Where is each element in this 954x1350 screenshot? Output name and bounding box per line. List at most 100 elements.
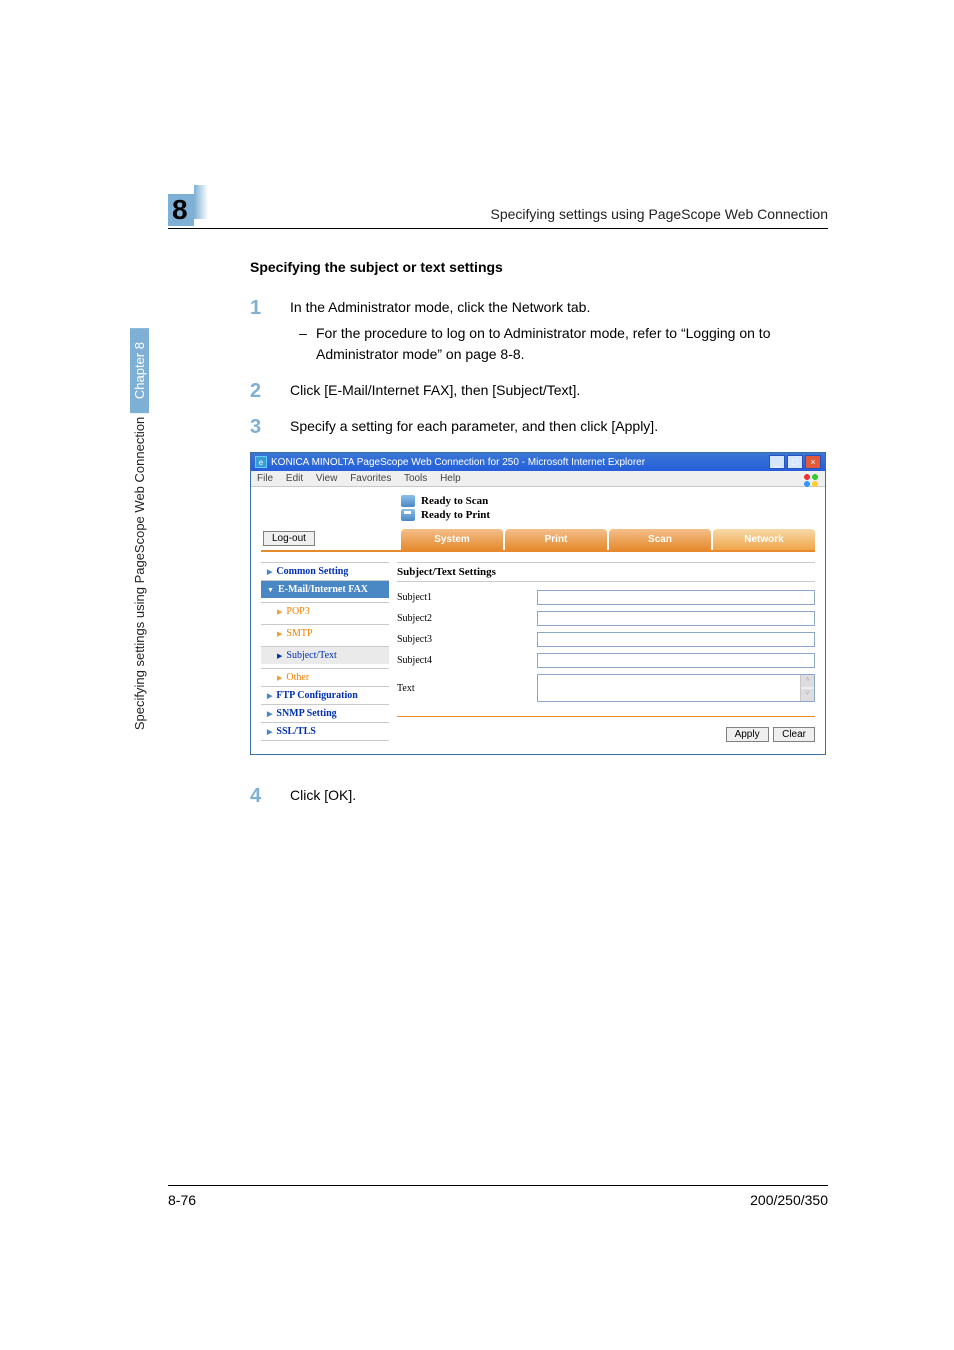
scanner-icon (401, 495, 415, 507)
pagescope-status-row: Ready to Scan Ready to Print (251, 487, 825, 529)
ie-menu-bar: File Edit View Favorites Tools Help (251, 471, 825, 487)
menu-view[interactable]: View (316, 473, 338, 484)
side-vertical: Specifying settings using PageScope Web … (132, 320, 147, 738)
step-1: 1 In the Administrator mode, click the N… (250, 297, 828, 366)
input-text[interactable]: ˄ ˅ (537, 674, 815, 702)
label-subject2: Subject2 (397, 613, 537, 624)
panel-separator (397, 716, 815, 717)
minimize-button[interactable]: _ (769, 455, 785, 469)
sidebar-item-pop3[interactable]: ▶ POP3 (261, 602, 389, 620)
maximize-button[interactable]: □ (787, 455, 803, 469)
triangle-down-icon: ▼ (267, 586, 274, 594)
scroll-up-icon[interactable]: ˄ (801, 675, 814, 687)
menu-file[interactable]: File (257, 473, 273, 484)
sidebar-label: Common Setting (276, 566, 348, 577)
apply-button[interactable]: Apply (726, 727, 769, 742)
clear-button[interactable]: Clear (773, 727, 815, 742)
scroll-down-icon[interactable]: ˅ (801, 689, 814, 701)
step-3-text: Specify a setting for each parameter, an… (290, 416, 828, 438)
sidebar-label: FTP Configuration (276, 690, 357, 701)
panel-actions: Apply Clear (397, 727, 815, 742)
side-running-text: Specifying settings using PageScope Web … (132, 417, 147, 738)
menu-favorites[interactable]: Favorites (350, 473, 391, 484)
field-subject1: Subject1 (397, 590, 815, 605)
status-text-col: Ready to Scan Ready to Print (421, 495, 490, 521)
input-subject4[interactable] (537, 653, 815, 668)
sidebar-item-smtp[interactable]: ▶SMTP (261, 624, 389, 642)
pagescope-tabs-row: Log-out System Print Scan Network (251, 529, 825, 550)
sidebar-label: POP3 (286, 606, 309, 617)
triangle-icon: ▶ (267, 692, 272, 700)
page-header: 8 Specifying settings using PageScope We… (168, 185, 828, 229)
step-2: 2 Click [E-Mail/Internet FAX], then [Sub… (250, 380, 828, 402)
ie-app-icon: e (255, 456, 267, 468)
input-subject3[interactable] (537, 632, 815, 647)
ie-titlebar: e KONICA MINOLTA PageScope Web Connectio… (251, 453, 825, 471)
logout-button[interactable]: Log-out (263, 531, 315, 546)
label-subject3: Subject3 (397, 634, 537, 645)
sidebar-item-common-setting[interactable]: ▶ Common Setting (261, 562, 389, 580)
input-subject1[interactable] (537, 590, 815, 605)
ie-content: Ready to Scan Ready to Print Log-out Sys… (251, 487, 825, 754)
tab-scan[interactable]: Scan (609, 529, 711, 550)
textarea-scrollbar[interactable]: ˄ ˅ (800, 675, 814, 701)
sidebar-item-email-internetfax[interactable]: ▼E-Mail/Internet FAX (261, 580, 389, 598)
triangle-icon: ▶ (277, 630, 282, 638)
sidebar-item-ftp[interactable]: ▶ FTP Configuration (261, 686, 389, 704)
printer-icon (401, 509, 415, 521)
triangle-icon: ▶ (267, 710, 272, 718)
triangle-icon: ▶ (277, 652, 282, 660)
menu-edit[interactable]: Edit (286, 473, 303, 484)
page-footer: 8-76 200/250/350 (168, 1185, 828, 1208)
triangle-icon: ▶ (277, 674, 282, 682)
status-scan-text: Ready to Scan (421, 495, 490, 507)
step-2-number: 2 (250, 380, 290, 402)
step-1-text: In the Administrator mode, click the Net… (290, 299, 590, 315)
menu-tools[interactable]: Tools (404, 473, 427, 484)
sidebar-item-other[interactable]: ▶Other (261, 668, 389, 686)
tab-bar: System Print Scan Network (401, 529, 815, 550)
window-controls: _ □ × (769, 455, 821, 469)
content-column: Specifying the subject or text settings … (250, 259, 828, 807)
sidebar-label: SNMP Setting (276, 708, 336, 719)
chapter-number-fade (194, 185, 208, 219)
input-subject2[interactable] (537, 611, 815, 626)
menu-help[interactable]: Help (440, 473, 461, 484)
step-1-sub-dash: – (290, 323, 316, 366)
field-subject3: Subject3 (397, 632, 815, 647)
section-heading: Specifying the subject or text settings (250, 259, 828, 275)
sidebar-item-snmp[interactable]: ▶ SNMP Setting (261, 704, 389, 722)
step-3-number: 3 (250, 416, 290, 438)
chapter-number-box: 8 (168, 185, 208, 226)
triangle-icon: ▶ (277, 608, 282, 616)
page-body: 8 Specifying settings using PageScope We… (168, 185, 828, 821)
tab-system[interactable]: System (401, 529, 503, 550)
side-chapter-pill: Chapter 8 (130, 328, 149, 413)
chapter-number: 8 (168, 194, 194, 226)
tab-network[interactable]: Network (713, 529, 815, 550)
sidebar-label: Subject/Text (286, 650, 336, 661)
sidebar-item-ssl-tls[interactable]: ▶SSL/TLS (261, 722, 389, 741)
windows-logo-icon (803, 473, 821, 487)
label-subject1: Subject1 (397, 592, 537, 603)
field-text: Text ˄ ˅ (397, 674, 815, 702)
screenshot-window: e KONICA MINOLTA PageScope Web Connectio… (250, 452, 826, 755)
sidebar-item-subject-text[interactable]: ▶ Subject/Text (261, 646, 389, 664)
step-4-number: 4 (250, 785, 290, 807)
close-button[interactable]: × (805, 455, 821, 469)
sidebar: ▶ Common Setting ▼E-Mail/Internet FAX ▶ PO… (261, 562, 389, 742)
running-head: Specifying settings using PageScope Web … (238, 206, 828, 226)
footer-page-number: 8-76 (168, 1192, 196, 1208)
pagescope-main: ▶ Common Setting ▼E-Mail/Internet FAX ▶ PO… (251, 562, 825, 754)
field-subject4: Subject4 (397, 653, 815, 668)
step-4-text: Click [OK]. (290, 785, 828, 807)
panel-title: Subject/Text Settings (397, 562, 815, 582)
step-1-sub: – For the procedure to log on to Adminis… (290, 323, 828, 366)
status-block: Ready to Scan Ready to Print (401, 495, 490, 521)
tab-print[interactable]: Print (505, 529, 607, 550)
footer-model: 200/250/350 (750, 1192, 828, 1208)
ie-title-text: KONICA MINOLTA PageScope Web Connection … (271, 457, 769, 468)
tabbar-underline (261, 550, 815, 552)
field-subject2: Subject2 (397, 611, 815, 626)
triangle-icon: ▶ (267, 568, 272, 576)
